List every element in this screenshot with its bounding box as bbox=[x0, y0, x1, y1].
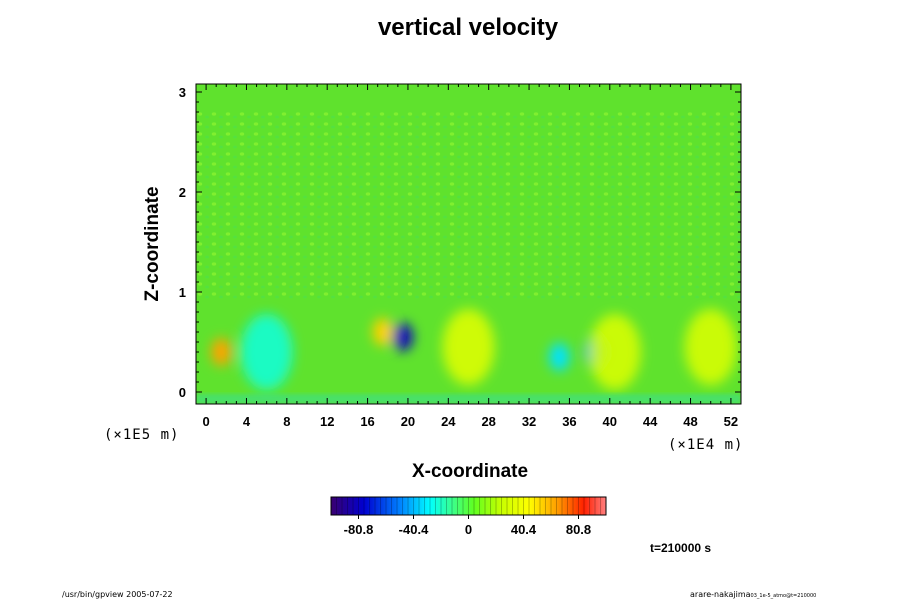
time-label: t=210000 s bbox=[650, 541, 711, 555]
y-tick-label: 3 bbox=[179, 85, 186, 100]
x-tick-label: 20 bbox=[401, 414, 415, 429]
x-tick-label: 12 bbox=[320, 414, 334, 429]
x-tick-label: 4 bbox=[243, 414, 251, 429]
heatmap-feature-8 bbox=[684, 309, 737, 385]
x-tick-label: 16 bbox=[360, 414, 374, 429]
x-tick-label: 8 bbox=[283, 414, 290, 429]
footer-left: /usr/bin/gpview 2005-07-22 bbox=[62, 590, 173, 599]
x-tick-label: 0 bbox=[202, 414, 209, 429]
colorbar-tick-label: -80.8 bbox=[344, 522, 374, 537]
heatmap-feature-2 bbox=[372, 318, 393, 346]
x-tick-label: 32 bbox=[522, 414, 536, 429]
x-unit-label: (×1E4 m) bbox=[668, 437, 743, 453]
y-axis: 0 1 2 3 bbox=[179, 85, 741, 400]
footer-right: arare-nakajima03_1e-5_atmo@t=210000 bbox=[690, 590, 816, 599]
x-axis-label: X-coordinate bbox=[412, 461, 528, 482]
heatmap-feature-3 bbox=[392, 323, 413, 351]
heatmap-feature-0 bbox=[211, 338, 232, 366]
colorbar-tick-label: -40.4 bbox=[399, 522, 429, 537]
heatmap-feature-7 bbox=[588, 314, 641, 390]
y-tick-label: 2 bbox=[179, 185, 186, 200]
x-tick-label: 48 bbox=[683, 414, 697, 429]
y-tick-label: 1 bbox=[179, 285, 186, 300]
x-tick-label: 44 bbox=[643, 414, 658, 429]
x-tick-label: 24 bbox=[441, 414, 456, 429]
x-tick-label: 28 bbox=[481, 414, 495, 429]
footer-right-main: arare-nakajima bbox=[690, 590, 751, 599]
y-tick-label: 0 bbox=[179, 385, 186, 400]
heatmap-field bbox=[196, 84, 741, 404]
y-unit-label: (×1E5 m) bbox=[104, 427, 179, 443]
colorbar-tick-label: 40.4 bbox=[511, 522, 537, 537]
heatmap-feature-1 bbox=[240, 314, 293, 390]
heatmap-feature-5 bbox=[549, 343, 570, 371]
colorbar-tick-label: 80.8 bbox=[566, 522, 591, 537]
colorbar-tick-label: 0 bbox=[465, 522, 472, 537]
chart-title: vertical velocity bbox=[377, 14, 559, 41]
x-tick-label: 40 bbox=[603, 414, 617, 429]
y-axis-label: Z-coordinate bbox=[142, 186, 163, 301]
x-axis: 0 4 8 12 16 20 24 28 32 36 40 44 48 52 bbox=[202, 84, 738, 429]
colorbar: -80.8 -40.4 0 40.4 80.8 bbox=[330, 496, 607, 537]
x-tick-label: 36 bbox=[562, 414, 576, 429]
heatmap-feature-4 bbox=[442, 309, 495, 385]
footer-right-sub: 03_1e-5_atmo@t=210000 bbox=[751, 593, 817, 599]
x-tick-label: 52 bbox=[724, 414, 738, 429]
